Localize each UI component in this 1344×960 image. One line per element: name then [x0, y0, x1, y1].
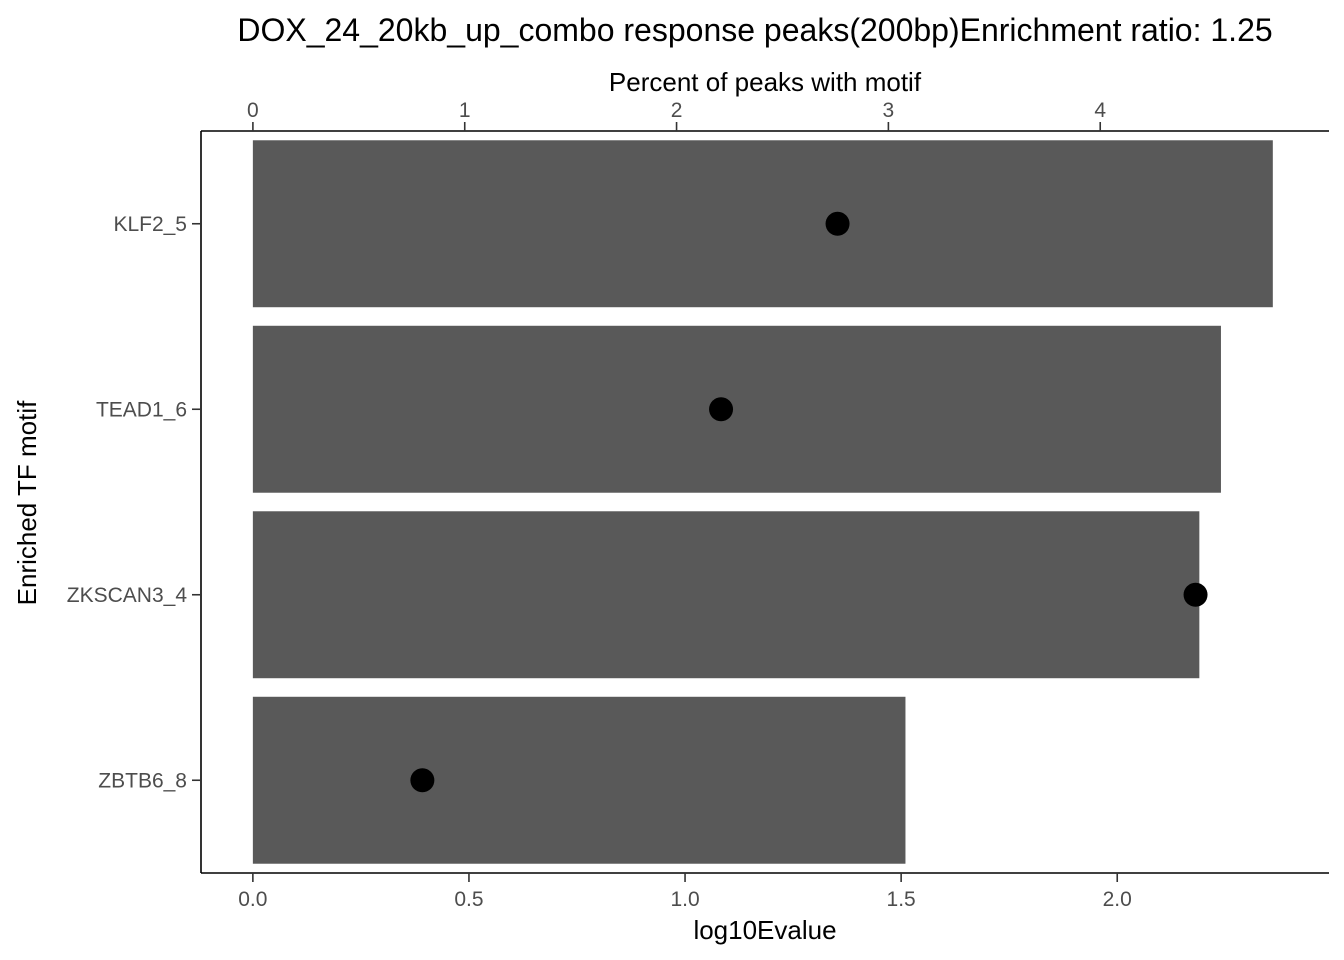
bottom-axis-ticks: 0.0 0.5 1.0 1.5 2.0: [238, 873, 1132, 911]
points-layer: [410, 211, 1208, 793]
top-tick-label: 1: [459, 99, 471, 122]
point-zkscan3-4: [1183, 582, 1208, 607]
top-axis-ticks: 0 1 2 3 4: [247, 99, 1106, 131]
bottom-axis-title: log10Evalue: [693, 915, 836, 945]
point-tead1-6: [709, 397, 734, 422]
y-axis-title: Enriched TF motif: [12, 400, 42, 605]
point-klf2-5: [825, 211, 850, 236]
bottom-tick-label: 1.0: [670, 888, 699, 911]
bar-tead1-6: [252, 325, 1221, 493]
top-tick-label: 0: [247, 99, 259, 122]
bottom-tick-label: 1.5: [887, 888, 916, 911]
top-tick-label: 3: [883, 99, 895, 122]
bottom-tick-label: 0.5: [454, 888, 483, 911]
bar-zkscan3-4: [252, 511, 1200, 679]
bottom-tick-label: 0.0: [238, 888, 267, 911]
bottom-tick-label: 2.0: [1103, 888, 1132, 911]
y-tick-label: KLF2_5: [113, 213, 187, 236]
y-tick-label: TEAD1_6: [96, 398, 187, 421]
point-zbtb6-8: [410, 768, 435, 793]
bars-layer: [252, 140, 1273, 864]
bar-zbtb6-8: [252, 696, 906, 864]
chart-title: DOX_24_20kb_up_combo response peaks(200b…: [237, 12, 1272, 48]
top-axis-title: Percent of peaks with motif: [609, 67, 922, 97]
bar-klf2-5: [252, 140, 1273, 308]
y-axis-ticks: KLF2_5 TEAD1_6 ZKSCAN3_4 ZBTB6_8: [67, 213, 201, 792]
y-tick-label: ZKSCAN3_4: [67, 584, 188, 607]
y-tick-label: ZBTB6_8: [98, 769, 187, 792]
top-tick-label: 4: [1094, 99, 1106, 122]
top-tick-label: 2: [671, 99, 683, 122]
